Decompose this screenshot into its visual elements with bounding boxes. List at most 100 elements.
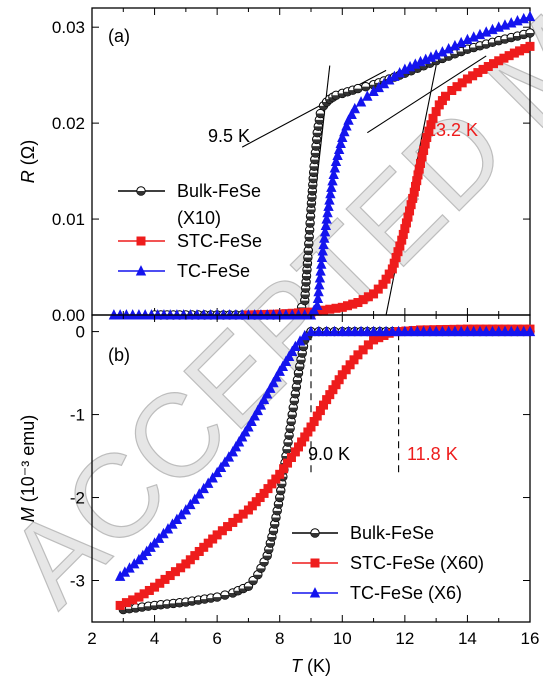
data-point: [318, 238, 329, 250]
legend-item: Bulk-FeSe: [292, 523, 434, 543]
data-point-fill: [259, 561, 269, 567]
x-tick-label: 16: [521, 629, 540, 648]
data-point: [369, 289, 379, 299]
data-point: [328, 168, 339, 179]
data-point: [329, 162, 341, 173]
x-tick-label: 6: [212, 629, 221, 648]
data-point-fill: [277, 483, 286, 488]
data-point: [246, 415, 257, 427]
data-point-fill: [463, 49, 472, 54]
data-point: [349, 102, 360, 114]
legend: Bulk-FeSe STC-FeSe (X60) TC-FeSe (X6): [292, 523, 484, 603]
data-point-fill: [438, 58, 447, 63]
data-point: [380, 325, 392, 337]
data-point-fill: [314, 126, 323, 131]
data-point: [294, 335, 306, 346]
data-point: [223, 451, 235, 462]
data-point-fill: [295, 366, 304, 371]
data-point-fill: [306, 216, 315, 221]
data-point: [262, 388, 273, 399]
data-point-fill: [413, 68, 422, 73]
data-point: [499, 325, 511, 337]
data-point-fill: [482, 44, 491, 49]
data-point-fill: [519, 34, 528, 39]
data-point-fill: [305, 230, 314, 235]
data-point-fill: [248, 580, 258, 585]
legend-label: STC-FeSe (X60): [350, 553, 484, 573]
data-point: [322, 206, 333, 218]
data-point-fill: [450, 53, 460, 59]
data-point-fill: [298, 353, 307, 358]
x-axis-unit: (K): [302, 656, 331, 676]
data-point: [211, 466, 223, 478]
data-point-fill: [475, 45, 485, 50]
data-point: [325, 187, 336, 199]
data-point: [313, 325, 325, 337]
data-point: [337, 325, 348, 337]
data-point: [289, 396, 300, 406]
panel-label: (b): [108, 345, 130, 365]
panel-a: 0.00 0.01 0.02 0.03 R (Ω) (a) 9.5 K 13.2 K Bulk-…: [18, 7, 536, 325]
data-point: [305, 325, 317, 337]
data-point-fill: [244, 586, 253, 591]
data-point-fill: [302, 269, 312, 274]
x-axis-label: T (K): [291, 656, 331, 676]
legend-label: Bulk-FeSe: [177, 181, 261, 201]
guide-line: [241, 69, 387, 148]
data-point-fill: [253, 574, 263, 579]
data-point: [418, 325, 429, 337]
data-point: [353, 83, 363, 94]
data-point: [424, 325, 436, 337]
legend-label: TC-FeSe (X6): [350, 583, 462, 603]
data-point: [330, 155, 342, 166]
data-point-fill: [256, 568, 266, 573]
data-point: [285, 423, 295, 434]
data-point-fill: [296, 359, 306, 365]
legend-marker-fill: [136, 191, 146, 196]
data-point-fill: [283, 442, 293, 447]
data-point: [303, 252, 313, 263]
data-point: [355, 325, 367, 337]
legend-label: Bulk-FeSe: [350, 523, 434, 543]
panel-b: 2 4 6 8 10 12 14 16 0 -1 -2 -3 M (10⁻³ emu) (b) 9.0 K 1…: [18, 314, 540, 648]
data-point: [319, 232, 330, 243]
data-point-fill: [271, 517, 281, 522]
data-point-fill: [303, 263, 312, 268]
data-point: [343, 114, 354, 125]
data-point-fill: [292, 386, 301, 392]
data-point: [321, 325, 332, 337]
data-point-fill: [302, 275, 311, 281]
data-point: [314, 272, 326, 283]
data-point-fill: [469, 47, 478, 52]
legend-item: Bulk-FeSe: [118, 181, 261, 201]
data-point: [314, 115, 325, 125]
legend-item: STC-FeSe (X60): [292, 553, 484, 573]
data-point: [207, 472, 218, 483]
data-point-fill: [456, 51, 466, 56]
panel-label: (a): [108, 26, 130, 46]
data-point-fill: [361, 86, 370, 91]
data-point-fill: [316, 113, 325, 118]
data-point: [310, 154, 320, 165]
data-point: [506, 325, 517, 337]
data-point-fill: [269, 530, 278, 535]
x-tick-label: 8: [275, 629, 284, 648]
data-point: [312, 292, 324, 304]
data-point: [290, 340, 301, 352]
data-point-fill: [304, 250, 313, 255]
legend-item: STC-FeSe: [118, 231, 262, 251]
data-point: [287, 409, 297, 420]
data-point: [363, 340, 373, 350]
data-point: [349, 325, 360, 337]
y-tick-label: 0: [76, 323, 85, 342]
data-point: [449, 325, 461, 337]
data-point-fill: [288, 414, 297, 419]
legend-label: STC-FeSe: [177, 231, 262, 251]
data-point: [220, 590, 230, 600]
data-point: [525, 41, 535, 51]
data-point-fill: [311, 152, 320, 158]
data-point-fill: [494, 40, 503, 45]
legend-marker-fill: [310, 533, 320, 538]
annotation-label: 11.8 K: [407, 444, 458, 464]
